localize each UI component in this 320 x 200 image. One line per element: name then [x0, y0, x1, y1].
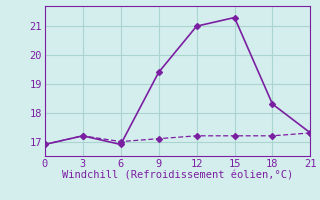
X-axis label: Windchill (Refroidissement éolien,°C): Windchill (Refroidissement éolien,°C): [62, 170, 293, 180]
